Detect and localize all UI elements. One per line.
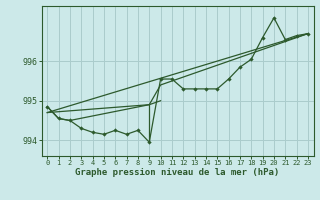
- X-axis label: Graphe pression niveau de la mer (hPa): Graphe pression niveau de la mer (hPa): [76, 168, 280, 177]
